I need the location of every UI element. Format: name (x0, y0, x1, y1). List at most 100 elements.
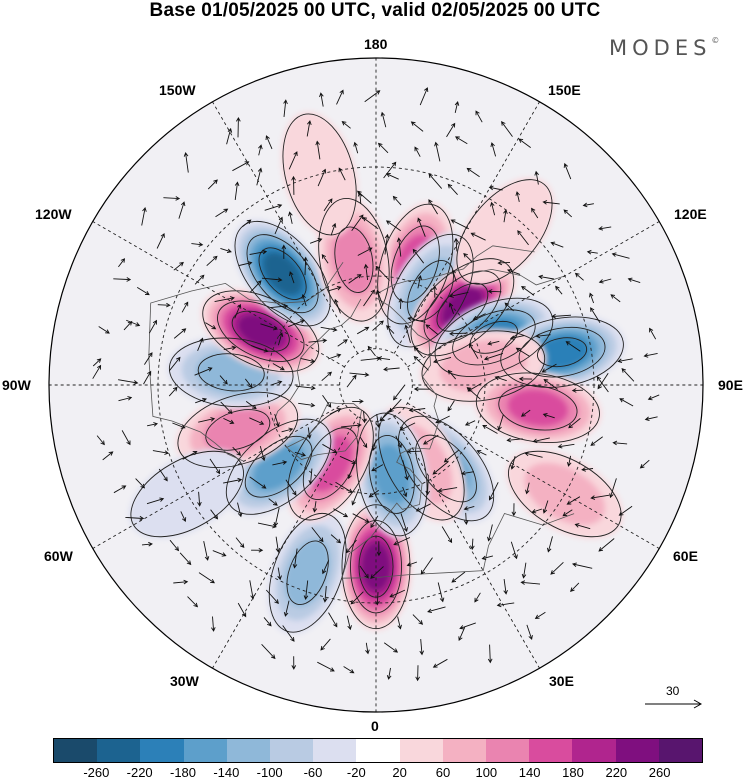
wind-arrow (123, 320, 133, 331)
wind-arrow (327, 353, 342, 360)
brand-text: MODES (609, 36, 712, 60)
wind-arrow (317, 661, 335, 672)
anomaly-contour (318, 197, 390, 322)
wind-arrow (565, 341, 581, 352)
wind-arrow (98, 326, 110, 334)
colorbar-tick-label: -220 (126, 765, 153, 780)
wind-arrow (257, 522, 277, 529)
wind-arrow (386, 325, 395, 334)
wind-arrow (156, 232, 165, 249)
wind-arrow (596, 376, 609, 393)
lon-label-150w: 150W (159, 82, 196, 98)
wind-arrow (590, 494, 610, 500)
wind-arrow (211, 616, 216, 632)
wind-arrow (179, 552, 192, 566)
wind-arrow (543, 378, 558, 390)
wind-arrow (422, 434, 439, 445)
wind-arrow (570, 582, 580, 592)
wind-arrow (197, 491, 202, 507)
wind-arrow (214, 296, 235, 303)
wind-arrow (168, 386, 178, 397)
wind-arrow (568, 418, 581, 429)
wind-arrow (412, 248, 425, 264)
wind-arrow (398, 297, 404, 309)
wind-arrow (223, 477, 243, 484)
wind-arrow (524, 451, 543, 458)
anomaly-contour (168, 337, 294, 408)
wind-arrow (92, 364, 102, 379)
anomaly-level (203, 407, 272, 453)
colorbar-segment (313, 739, 357, 762)
wind-arrow (113, 485, 127, 494)
wind-arrow (249, 280, 262, 293)
anomaly-contour (334, 226, 374, 293)
wind-arrow (317, 168, 327, 187)
anomaly-contour (500, 316, 624, 388)
wind-arrow (232, 446, 242, 456)
wind-arrow (419, 639, 425, 656)
wind-arrow (389, 398, 402, 413)
colorbar-tick-label: -100 (256, 765, 283, 780)
wind-arrow (490, 142, 497, 157)
colorbar-segment (486, 739, 530, 762)
wind-arrow (294, 451, 306, 457)
wind-arrow (337, 339, 348, 347)
wind-arrow (619, 398, 634, 407)
wind-arrow (467, 383, 482, 392)
wind-arrow (356, 326, 370, 335)
wind-arrow (144, 352, 153, 365)
colorbar-segment (529, 739, 573, 762)
wind-arrow (466, 167, 480, 178)
wind-arrow (372, 320, 384, 331)
wind-arrow (219, 375, 228, 385)
wind-arrow (194, 274, 205, 285)
wind-arrow (334, 298, 341, 314)
anomaly-contour (390, 225, 440, 303)
wind-arrow (288, 151, 298, 170)
vector-scale-arrow (645, 699, 703, 709)
coastline-segment (469, 268, 565, 286)
wind-arrow (226, 127, 233, 145)
wind-arrow (598, 226, 612, 231)
lon-label-60e: 60E (673, 548, 698, 564)
wind-arrow (447, 183, 458, 196)
wind-arrow (371, 439, 377, 452)
wind-arrow (207, 179, 218, 190)
wind-arrow (173, 261, 184, 271)
meridian-line (92, 402, 345, 549)
wind-arrow (487, 289, 502, 294)
wind-arrow (169, 356, 181, 371)
wind-arrow (352, 399, 364, 404)
wind-arrow (380, 111, 387, 128)
wind-arrow (249, 476, 267, 489)
wind-arrow (475, 110, 483, 123)
wind-arrow (562, 509, 573, 517)
wind-arrow (339, 455, 357, 465)
wind-arrow (328, 285, 342, 292)
wind-arrow (618, 505, 633, 516)
wind-arrow (517, 230, 529, 246)
wind-arrow (141, 541, 153, 547)
wind-arrow (376, 541, 382, 557)
wind-arrow (234, 303, 242, 319)
wind-arrow (363, 289, 375, 307)
wind-arrow (590, 307, 601, 323)
lon-label-150e: 150E (548, 82, 581, 98)
wind-arrow (270, 380, 283, 386)
wind-arrow (406, 561, 418, 567)
wind-arrow (308, 338, 328, 343)
wind-arrow (169, 539, 180, 552)
wind-arrow (212, 550, 227, 557)
wind-arrow (320, 638, 331, 651)
wind-arrow (215, 208, 229, 218)
wind-arrow (470, 232, 486, 241)
graticule (49, 58, 703, 712)
wind-arrow (322, 443, 338, 453)
coastline-segment (148, 261, 344, 462)
wind-arrow (341, 422, 362, 428)
wind-arrow (542, 413, 555, 419)
anomaly-contour (415, 434, 477, 503)
wind-arrow (413, 355, 429, 371)
wind-arrow (503, 209, 508, 223)
wind-arrow (515, 347, 530, 357)
